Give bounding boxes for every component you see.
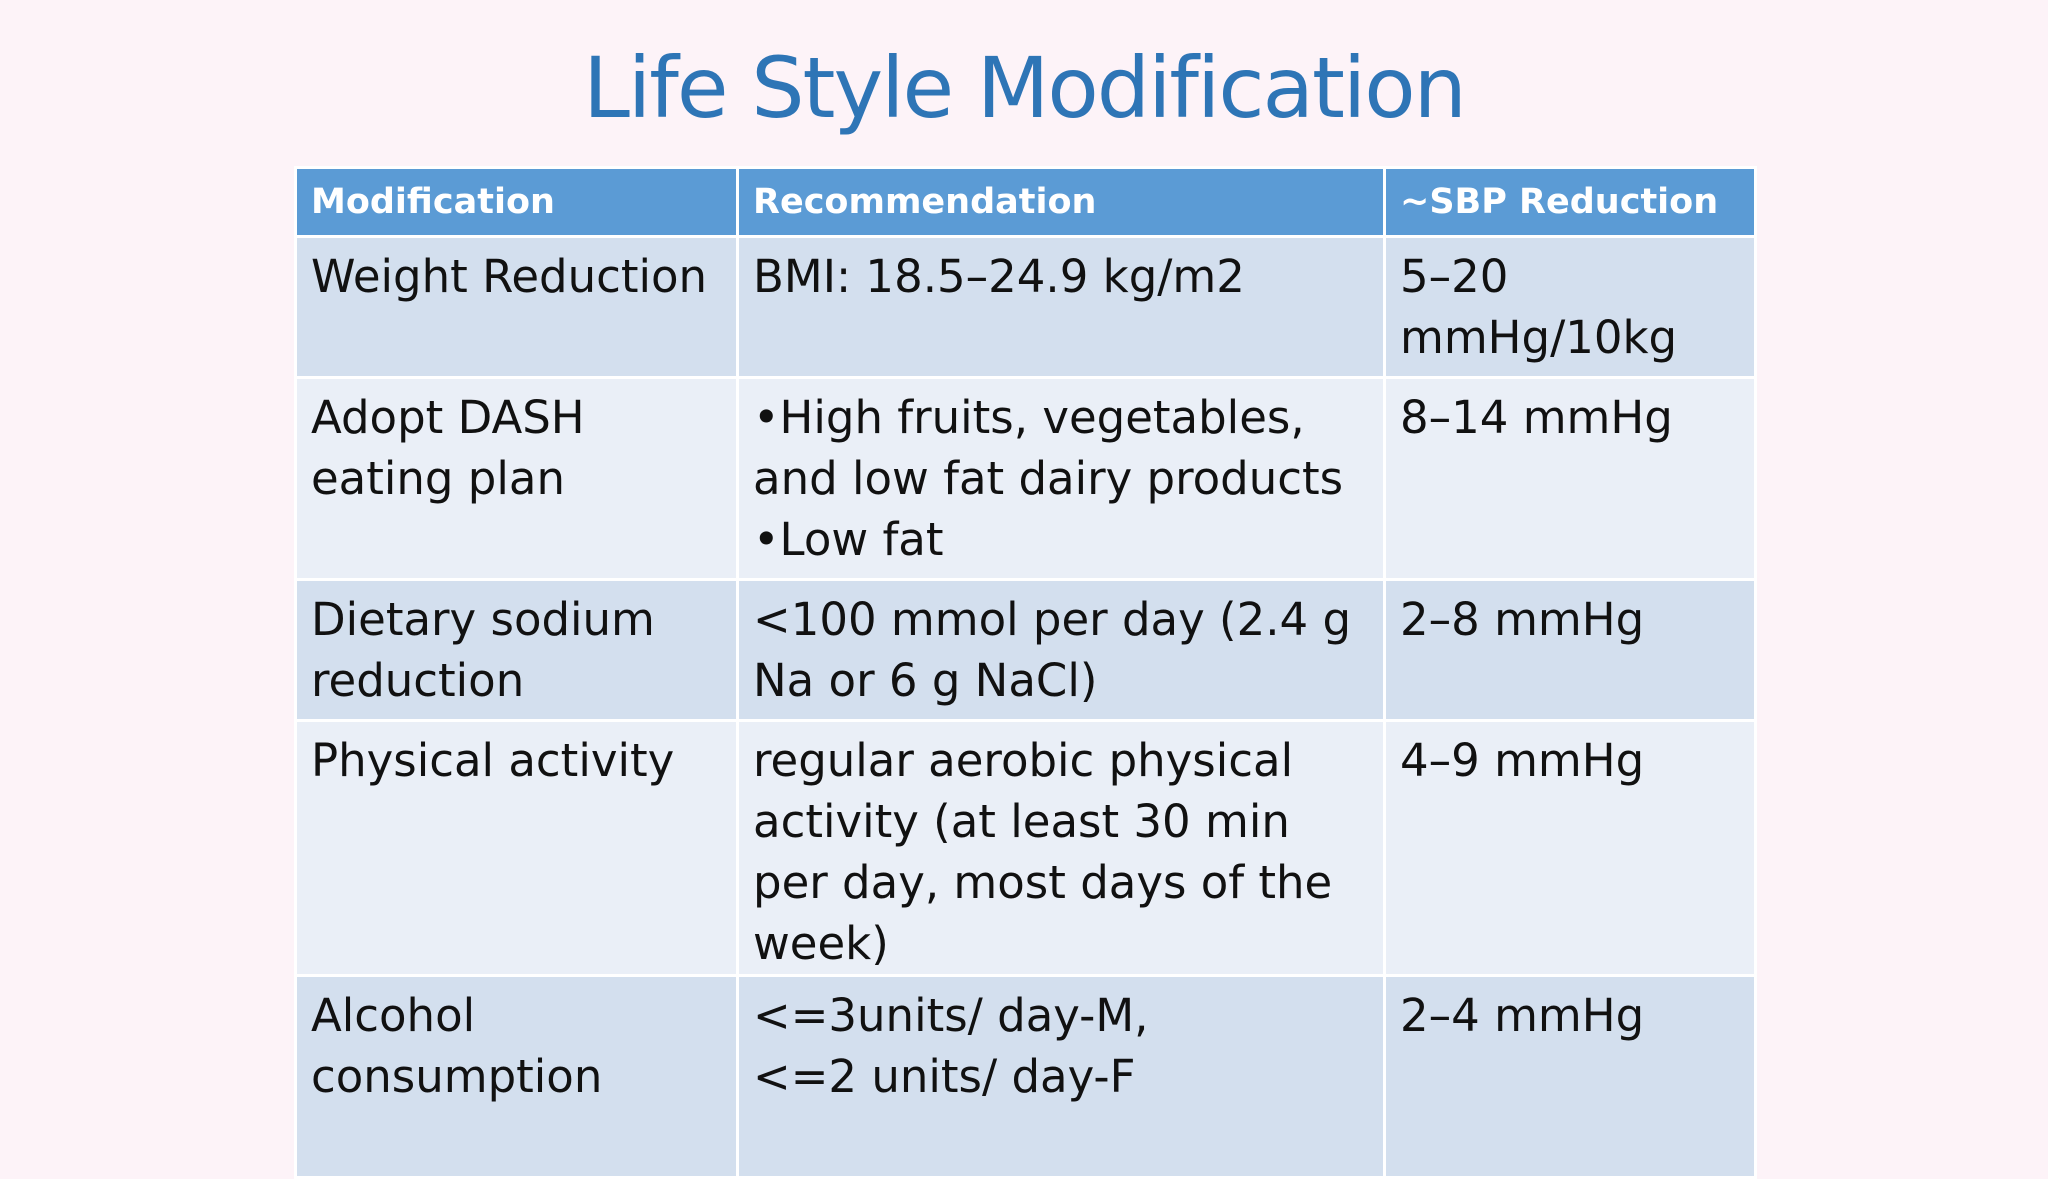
recommendation-line: BMI: 18.5–24.9 kg/m2 (753, 250, 1245, 303)
lifestyle-modification-table: Modification Recommendation ~SBP Reducti… (294, 166, 1757, 1179)
table-row: Adopt DASH eating plan •High fruits, veg… (294, 376, 1757, 581)
table-row: Weight Reduction BMI: 18.5–24.9 kg/m2 5–… (294, 235, 1757, 379)
cell-recommendation: regular aerobic physical activity (at le… (736, 719, 1386, 977)
cell-recommendation: •High fruits, vegetables, and low fat da… (736, 376, 1386, 581)
table-row: Physical activity regular aerobic physic… (294, 719, 1757, 977)
cell-modification: Weight Reduction (294, 235, 739, 379)
header-modification: Modification (294, 166, 739, 238)
cell-sbp-reduction: 2–4 mmHg (1383, 974, 1757, 1179)
header-recommendation: Recommendation (736, 166, 1386, 238)
cell-sbp-reduction: 5–20 mmHg/10kg (1383, 235, 1757, 379)
recommendation-line: <100 mmol per day (2.4 g Na or 6 g NaCl) (753, 593, 1352, 707)
table-row: Alcohol consumption <=3units/ day-M, <=2… (294, 974, 1757, 1179)
cell-modification: Alcohol consumption (294, 974, 739, 1179)
cell-sbp-reduction: 2–8 mmHg (1383, 578, 1757, 722)
recommendation-line: <=2 units/ day-F (753, 1050, 1136, 1103)
slide-title: Life Style Modification (583, 39, 1467, 137)
recommendation-line: <=3units/ day-M, (753, 989, 1149, 1042)
cell-sbp-reduction: 8–14 mmHg (1383, 376, 1757, 581)
recommendation-line: regular aerobic physical activity (at le… (753, 734, 1333, 970)
recommendation-line: •Low fat (753, 513, 944, 566)
cell-sbp-reduction: 4–9 mmHg (1383, 719, 1757, 977)
cell-modification: Physical activity (294, 719, 739, 977)
cell-recommendation: <100 mmol per day (2.4 g Na or 6 g NaCl) (736, 578, 1386, 722)
table-row: Dietary sodium reduction <100 mmol per d… (294, 578, 1757, 722)
header-sbp-reduction: ~SBP Reduction (1383, 166, 1757, 238)
cell-modification: Dietary sodium reduction (294, 578, 739, 722)
table: Modification Recommendation ~SBP Reducti… (294, 166, 1757, 1179)
cell-recommendation: BMI: 18.5–24.9 kg/m2 (736, 235, 1386, 379)
table-header-row: Modification Recommendation ~SBP Reducti… (294, 166, 1757, 238)
recommendation-line: •High fruits, vegetables, and low fat da… (753, 391, 1344, 505)
cell-recommendation: <=3units/ day-M, <=2 units/ day-F (736, 974, 1386, 1179)
cell-modification: Adopt DASH eating plan (294, 376, 739, 581)
